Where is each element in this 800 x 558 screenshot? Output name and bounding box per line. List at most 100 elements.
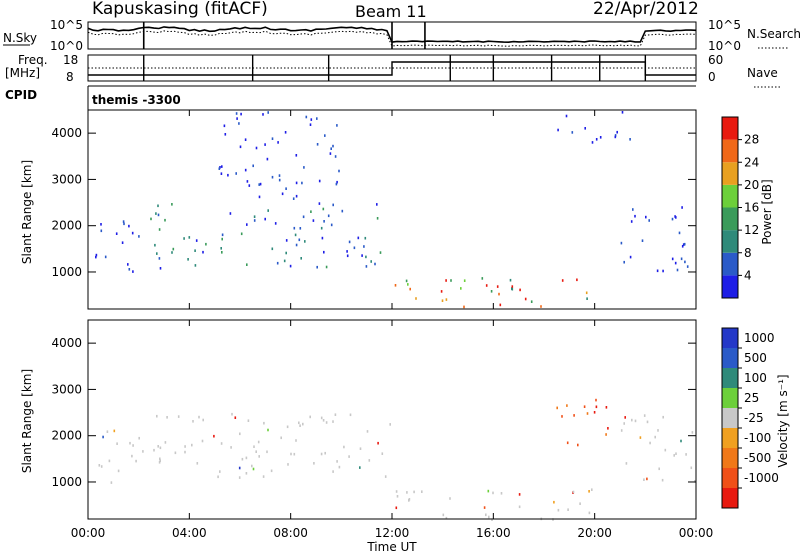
range-cell bbox=[586, 412, 589, 415]
range-cell bbox=[646, 477, 648, 481]
y-tick-label: 2000 bbox=[51, 219, 82, 233]
range-cell bbox=[184, 445, 186, 448]
range-cell bbox=[325, 265, 328, 269]
range-cell bbox=[295, 154, 298, 157]
range-cell bbox=[104, 255, 107, 259]
range-cell bbox=[346, 254, 349, 258]
range-cell bbox=[302, 422, 304, 426]
range-cell bbox=[183, 237, 185, 240]
y-tick-label: 2000 bbox=[51, 429, 82, 443]
range-cell bbox=[246, 223, 248, 226]
range-cell bbox=[620, 429, 623, 432]
range-cell bbox=[132, 270, 134, 273]
colorbar-tick-label: 24 bbox=[744, 155, 759, 169]
range-cell bbox=[676, 268, 679, 272]
range-cell bbox=[320, 226, 323, 230]
range-cell bbox=[202, 418, 204, 422]
range-cell bbox=[322, 419, 325, 422]
range-cell bbox=[142, 450, 144, 453]
range-cell bbox=[320, 416, 323, 420]
range-cell bbox=[359, 447, 362, 450]
range-cell bbox=[662, 415, 664, 419]
colorbar-swatch bbox=[722, 207, 738, 231]
y-tick-label: 1000 bbox=[51, 265, 82, 279]
colorbar-tick-label: 20 bbox=[744, 178, 759, 192]
range-cell bbox=[174, 451, 177, 455]
range-cell bbox=[294, 233, 297, 237]
range-cell bbox=[128, 224, 130, 228]
range-cell bbox=[219, 166, 221, 169]
cpid-label: CPID bbox=[5, 88, 37, 102]
range-cell bbox=[131, 454, 133, 458]
range-cell bbox=[271, 137, 274, 140]
range-cell bbox=[588, 511, 591, 515]
range-cell bbox=[348, 455, 350, 458]
range-cell bbox=[309, 415, 311, 419]
range-cell bbox=[620, 241, 623, 245]
range-cell bbox=[270, 469, 273, 473]
range-cell bbox=[164, 218, 166, 222]
range-cell bbox=[491, 518, 493, 521]
range-cell bbox=[172, 247, 175, 251]
range-cell bbox=[98, 464, 101, 467]
range-cell bbox=[117, 469, 120, 473]
range-cell bbox=[330, 223, 333, 227]
range-cell bbox=[177, 415, 180, 418]
range-cell bbox=[157, 445, 159, 448]
range-cell bbox=[441, 299, 444, 302]
range-cell bbox=[483, 506, 486, 509]
range-cell bbox=[166, 416, 168, 419]
range-cell bbox=[108, 459, 111, 463]
range-cell bbox=[324, 134, 326, 137]
range-cell bbox=[485, 284, 488, 287]
nave-tick-bottom: 0 bbox=[708, 70, 716, 84]
range-cell bbox=[153, 448, 155, 452]
range-cell bbox=[336, 124, 338, 127]
range-cell bbox=[338, 465, 341, 469]
range-cell bbox=[395, 506, 398, 510]
range-cell bbox=[332, 470, 334, 473]
range-cell bbox=[656, 269, 659, 273]
range-cell bbox=[664, 448, 667, 452]
range-cell bbox=[295, 439, 297, 442]
range-cell bbox=[227, 173, 229, 177]
range-cell bbox=[284, 131, 287, 134]
range-cell bbox=[330, 147, 332, 150]
range-cell bbox=[131, 231, 134, 235]
range-cell bbox=[341, 209, 344, 213]
range-cell bbox=[518, 493, 521, 496]
range-cell bbox=[325, 421, 328, 424]
range-cell bbox=[374, 262, 376, 266]
range-cell bbox=[407, 283, 409, 286]
range-cell bbox=[231, 412, 233, 416]
range-cell bbox=[298, 421, 300, 425]
range-cell bbox=[240, 232, 243, 236]
colorbar-tick-label: -100 bbox=[744, 431, 771, 445]
range-cell bbox=[283, 259, 286, 263]
range-cell bbox=[377, 441, 379, 445]
range-cell bbox=[244, 168, 247, 172]
range-cell bbox=[671, 217, 674, 221]
range-cell bbox=[370, 260, 372, 263]
power-colorbar: 4 8 12 16 20 24 28 bbox=[721, 116, 759, 299]
range-cell bbox=[518, 505, 521, 509]
colorbar-swatch bbox=[722, 448, 738, 468]
range-cell bbox=[252, 467, 255, 471]
range-cell bbox=[577, 443, 579, 447]
range-cell bbox=[293, 226, 296, 230]
range-cell bbox=[316, 265, 318, 269]
range-cell bbox=[681, 206, 683, 209]
range-cell bbox=[316, 117, 318, 120]
range-cell bbox=[336, 180, 338, 184]
range-cell bbox=[332, 420, 334, 423]
range-cell bbox=[235, 112, 238, 115]
range-cell bbox=[561, 415, 563, 418]
range-cell bbox=[498, 292, 500, 296]
range-cell bbox=[198, 415, 200, 419]
range-cell bbox=[641, 239, 644, 242]
range-cell bbox=[323, 250, 325, 254]
range-cell bbox=[257, 440, 260, 444]
range-cell bbox=[316, 143, 319, 146]
colorbar-swatch bbox=[722, 230, 738, 253]
